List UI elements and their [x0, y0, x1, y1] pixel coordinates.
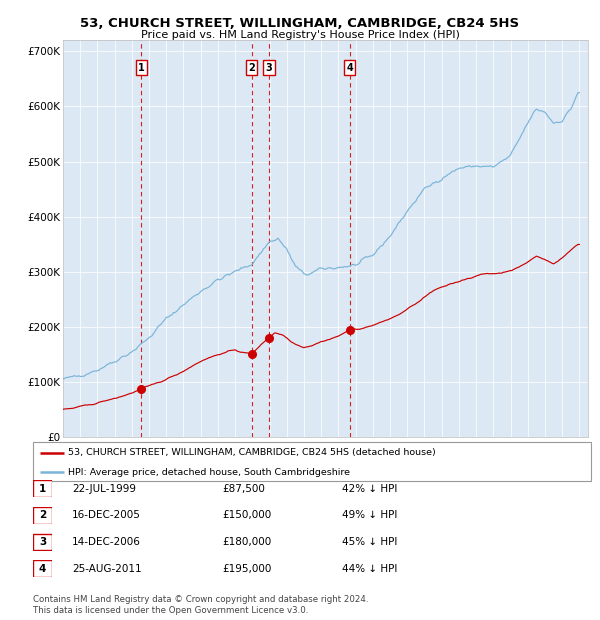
Text: 45% ↓ HPI: 45% ↓ HPI	[342, 537, 397, 547]
FancyBboxPatch shape	[34, 534, 52, 550]
Text: 53, CHURCH STREET, WILLINGHAM, CAMBRIDGE, CB24 5HS (detached house): 53, CHURCH STREET, WILLINGHAM, CAMBRIDGE…	[68, 448, 436, 458]
Text: 2: 2	[39, 510, 46, 520]
Text: 1: 1	[39, 484, 46, 494]
Text: 49% ↓ HPI: 49% ↓ HPI	[342, 510, 397, 520]
Text: £180,000: £180,000	[222, 537, 271, 547]
Text: 3: 3	[39, 537, 46, 547]
FancyBboxPatch shape	[34, 480, 52, 497]
Text: 4: 4	[346, 63, 353, 73]
Text: 53, CHURCH STREET, WILLINGHAM, CAMBRIDGE, CB24 5HS: 53, CHURCH STREET, WILLINGHAM, CAMBRIDGE…	[80, 17, 520, 30]
Text: 44% ↓ HPI: 44% ↓ HPI	[342, 564, 397, 574]
Text: 16-DEC-2005: 16-DEC-2005	[72, 510, 141, 520]
Text: 2: 2	[248, 63, 255, 73]
Text: This data is licensed under the Open Government Licence v3.0.: This data is licensed under the Open Gov…	[33, 606, 308, 615]
Text: 3: 3	[265, 63, 272, 73]
Text: 22-JUL-1999: 22-JUL-1999	[72, 484, 136, 494]
Text: HPI: Average price, detached house, South Cambridgeshire: HPI: Average price, detached house, Sout…	[68, 467, 350, 477]
Text: 25-AUG-2011: 25-AUG-2011	[72, 564, 142, 574]
Text: £195,000: £195,000	[222, 564, 271, 574]
Text: 14-DEC-2006: 14-DEC-2006	[72, 537, 141, 547]
Text: Contains HM Land Registry data © Crown copyright and database right 2024.: Contains HM Land Registry data © Crown c…	[33, 595, 368, 604]
Text: 4: 4	[39, 564, 46, 574]
FancyBboxPatch shape	[34, 560, 52, 577]
Text: £87,500: £87,500	[222, 484, 265, 494]
FancyBboxPatch shape	[34, 507, 52, 523]
FancyBboxPatch shape	[33, 442, 591, 481]
Text: 1: 1	[138, 63, 145, 73]
Text: £150,000: £150,000	[222, 510, 271, 520]
Text: 42% ↓ HPI: 42% ↓ HPI	[342, 484, 397, 494]
Text: Price paid vs. HM Land Registry's House Price Index (HPI): Price paid vs. HM Land Registry's House …	[140, 30, 460, 40]
